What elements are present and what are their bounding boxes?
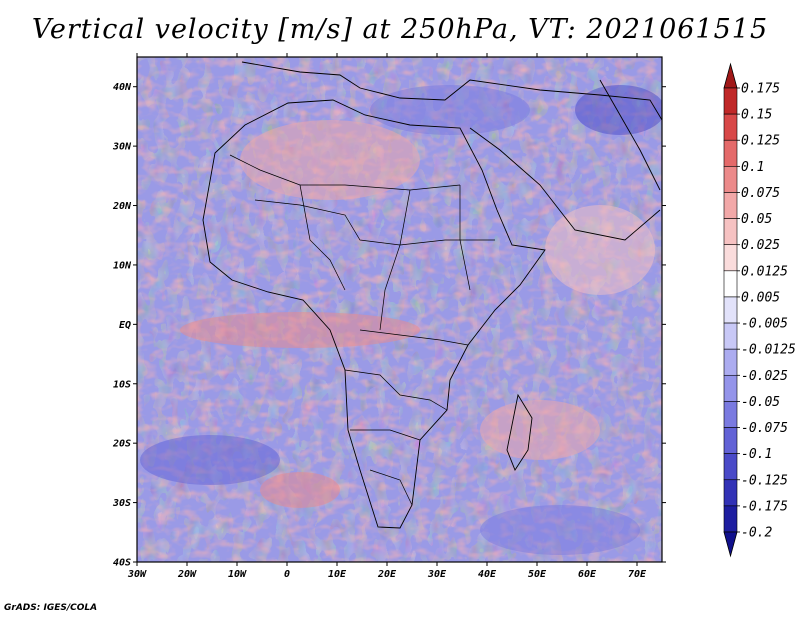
colorbar-label: 0.175 (741, 82, 780, 97)
velocity-patches (140, 85, 662, 555)
lat-tick-label: 20S (112, 439, 131, 450)
lat-tick-label: 20N (112, 201, 132, 212)
colorbar-label: 0.0125 (741, 264, 788, 279)
lat-tick-label: 30S (112, 498, 131, 509)
lon-tick-label: 30E (427, 569, 447, 580)
lon-tick-label: 30W (127, 569, 147, 580)
colorbar-box (723, 427, 738, 454)
colorbar-arrow-bottom (723, 531, 738, 558)
colorbar-label: 0.1 (741, 160, 764, 175)
lon-tick-label: 10E (328, 569, 347, 580)
lat-tick-label: EQ (119, 320, 131, 331)
colorbar-label: 0.075 (741, 186, 780, 201)
colorbar-box (723, 87, 738, 115)
page-title: Vertical velocity [m/s] at 250hPa, VT: 2… (31, 14, 769, 45)
colorbar-label: -0.1 (741, 447, 772, 462)
colorbar: 0.175 0.15 0.125 0.1 0.075 0.05 0.025 0.0125 0.0… (723, 62, 796, 558)
colorbar-label: -0.125 (741, 473, 788, 488)
colorbar-box (723, 192, 738, 219)
lon-tick-label: 50E (528, 569, 547, 580)
colorbar-box (723, 505, 738, 533)
colorbar-label: 0.025 (741, 238, 780, 253)
colorbar-box (723, 401, 738, 428)
longitude-axis: 30W 20W 10W 0 10E 20E 30E 40E 50E 60E 70E (127, 53, 647, 580)
lon-tick-label: 40E (478, 569, 497, 580)
colorbar-label: 0.005 (741, 290, 780, 305)
colorbar-box (723, 322, 738, 350)
lat-tick-label: 10S (113, 379, 131, 390)
colorbar-box (723, 113, 738, 141)
colorbar-box (723, 479, 738, 507)
lon-tick-label: 70E (628, 569, 647, 580)
colorbar-label: 0.15 (741, 108, 772, 123)
colorbar-label: 0.125 (741, 134, 780, 149)
lat-tick-label: 10N (113, 260, 132, 271)
colorbar-box (723, 166, 738, 193)
colorbar-label: -0.05 (741, 395, 780, 410)
coastlines (202, 61, 663, 529)
colorbar-label: -0.175 (741, 499, 788, 514)
country-borders (229, 154, 495, 506)
credit-label: GrADS: IGES/COLA (4, 603, 98, 613)
colorbar-label: 0.05 (741, 212, 772, 227)
lon-tick-label: 0 (284, 569, 290, 580)
colorbar-box (723, 374, 738, 402)
colorbar-box (723, 218, 738, 246)
colorbar-box (723, 453, 738, 481)
colorbar-label: -0.0125 (741, 343, 796, 358)
lat-tick-label: 40S (113, 558, 131, 569)
colorbar-arrow-top (723, 62, 738, 89)
lon-tick-label: 10W (228, 569, 247, 580)
colorbar-label: -0.005 (741, 317, 788, 332)
lat-tick-label: 40N (113, 82, 132, 93)
colorbar-box (723, 270, 738, 298)
lon-tick-label: 60E (578, 569, 597, 580)
colorbar-box (723, 296, 738, 324)
colorbar-label: -0.2 (741, 526, 772, 541)
colorbar-box (723, 348, 738, 376)
colorbar-label: -0.025 (741, 369, 788, 384)
lon-tick-label: 20W (177, 569, 197, 580)
lat-tick-label: 30N (112, 142, 132, 153)
velocity-field (137, 57, 662, 562)
lon-tick-label: 20E (377, 569, 397, 580)
plot-frame (136, 56, 663, 563)
colorbar-box (723, 139, 738, 167)
colorbar-box (723, 244, 738, 272)
latitude-axis: 40N 30N 20N 10N EQ 10S 20S 30S 40S (112, 82, 666, 569)
colorbar-label: -0.075 (741, 421, 788, 436)
